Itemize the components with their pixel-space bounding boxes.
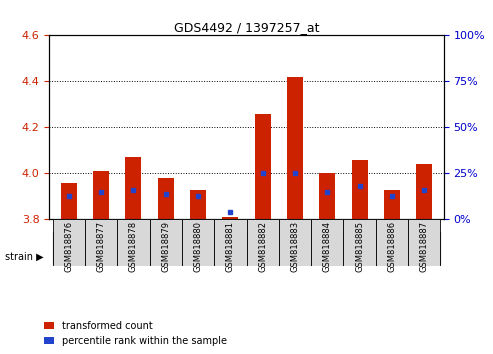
Text: GSM818887: GSM818887 (420, 221, 429, 272)
Bar (287, 77, 303, 219)
Text: GSM818885: GSM818885 (355, 221, 364, 272)
Text: GSM818881: GSM818881 (226, 221, 235, 272)
Bar (125, 157, 141, 219)
FancyBboxPatch shape (376, 219, 408, 266)
FancyBboxPatch shape (311, 219, 344, 266)
FancyBboxPatch shape (149, 219, 182, 266)
Legend: transformed count, percentile rank within the sample: transformed count, percentile rank withi… (44, 321, 227, 346)
Bar (384, 190, 400, 219)
Text: SD: SD (190, 243, 206, 253)
FancyBboxPatch shape (53, 219, 85, 266)
FancyBboxPatch shape (344, 219, 376, 266)
FancyBboxPatch shape (214, 219, 246, 266)
Text: strain ▶: strain ▶ (5, 252, 43, 262)
Text: GSM818879: GSM818879 (161, 221, 170, 272)
Text: GSM818883: GSM818883 (290, 221, 299, 272)
FancyBboxPatch shape (85, 219, 117, 266)
FancyBboxPatch shape (279, 219, 311, 266)
Bar (158, 178, 174, 219)
Text: GSM818876: GSM818876 (64, 221, 73, 272)
Text: GSM818877: GSM818877 (97, 221, 106, 272)
Bar (222, 217, 239, 219)
Bar (319, 173, 335, 219)
FancyBboxPatch shape (117, 219, 149, 266)
Bar (254, 114, 271, 219)
FancyBboxPatch shape (344, 232, 440, 264)
FancyBboxPatch shape (246, 219, 279, 266)
Text: GSM818878: GSM818878 (129, 221, 138, 272)
Bar (61, 183, 77, 219)
Text: GSM818886: GSM818886 (387, 221, 396, 272)
Text: FHH: FHH (283, 243, 307, 253)
Bar (416, 164, 432, 219)
Bar (352, 160, 368, 219)
FancyBboxPatch shape (53, 232, 149, 264)
FancyBboxPatch shape (149, 232, 246, 264)
Text: FHH.Pkhd1: FHH.Pkhd1 (361, 243, 423, 253)
Text: GSM818884: GSM818884 (323, 221, 332, 272)
Bar (93, 171, 109, 219)
FancyBboxPatch shape (408, 219, 440, 266)
Text: PCK: PCK (90, 243, 112, 253)
Bar (190, 190, 206, 219)
Text: GSM818880: GSM818880 (194, 221, 203, 272)
Title: GDS4492 / 1397257_at: GDS4492 / 1397257_at (174, 21, 319, 34)
FancyBboxPatch shape (246, 232, 344, 264)
Text: GSM818882: GSM818882 (258, 221, 267, 272)
FancyBboxPatch shape (182, 219, 214, 266)
